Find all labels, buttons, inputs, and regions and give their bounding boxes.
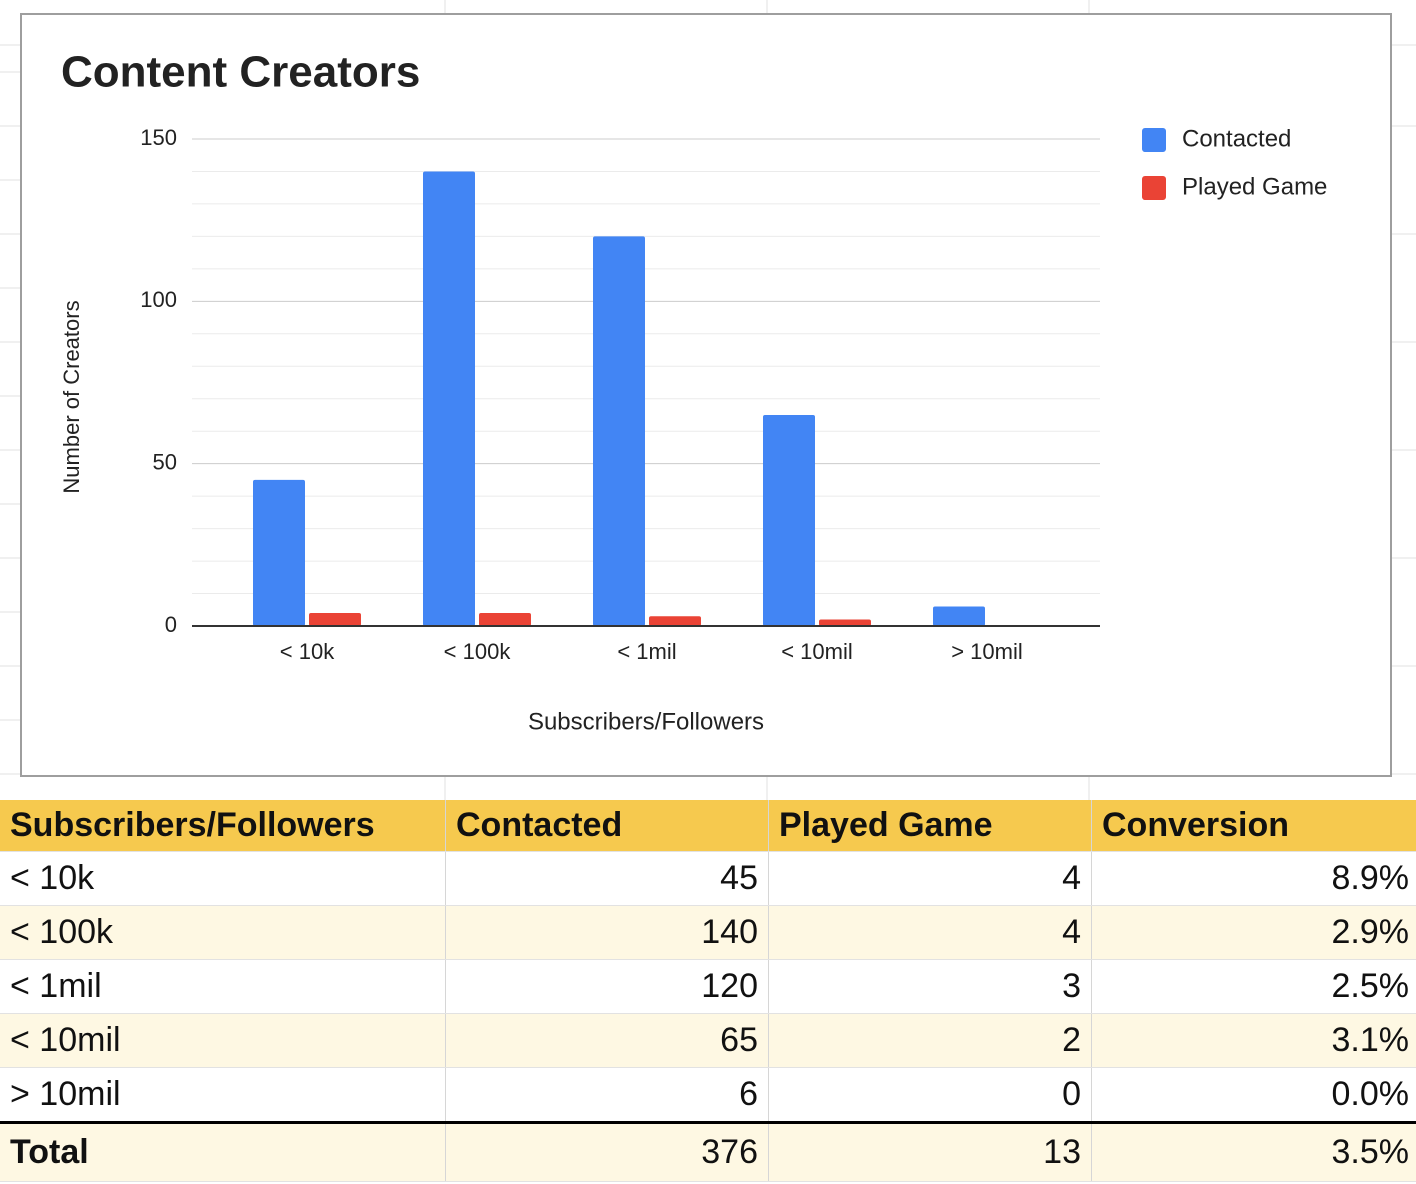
table-row: < 1mil 120 3 2.5% (0, 959, 1416, 1014)
table-cell: > 10mil (0, 1067, 446, 1123)
bar (479, 613, 531, 626)
legend-swatch (1142, 128, 1166, 152)
table-cell: 65 (445, 1013, 769, 1068)
table-cell: 376 (445, 1121, 769, 1182)
bar (649, 616, 701, 626)
table-cell: 3.1% (1091, 1013, 1416, 1068)
table-cell: 4 (768, 905, 1092, 960)
x-tick-label: < 1mil (617, 639, 676, 664)
table-cell: 2.9% (1091, 905, 1416, 960)
bar (593, 236, 645, 626)
legend-swatch (1142, 176, 1166, 200)
table-row: < 10mil 65 2 3.1% (0, 1013, 1416, 1068)
table-cell: 45 (445, 851, 769, 906)
table-cell: 6 (445, 1067, 769, 1123)
table-row: Total 376 13 3.5% (0, 1121, 1416, 1182)
table-cell: 2.5% (1091, 959, 1416, 1014)
table-cell: Total (0, 1121, 446, 1182)
x-tick-label: > 10mil (951, 639, 1023, 664)
table-cell: 13 (768, 1121, 1092, 1182)
table-cell: < 100k (0, 905, 446, 960)
x-axis-title: Subscribers/Followers (528, 708, 764, 735)
table-cell: 8.9% (1091, 851, 1416, 906)
y-axis-title: Number of Creators (59, 300, 84, 493)
bar (423, 171, 475, 626)
y-tick-label: 50 (153, 449, 177, 474)
table-cell: 0.0% (1091, 1067, 1416, 1123)
table-row: < 100k 140 4 2.9% (0, 905, 1416, 960)
table-cell: < 10mil (0, 1013, 446, 1068)
bar (933, 606, 985, 626)
table-cell: Contacted (445, 800, 769, 852)
bar (309, 613, 361, 626)
legend-label: Contacted (1182, 125, 1291, 152)
table-cell: Played Game (768, 800, 1092, 852)
y-tick-label: 150 (140, 125, 177, 150)
chart-title: Content Creators (61, 48, 420, 97)
table-cell: 140 (445, 905, 769, 960)
table-cell: 3.5% (1091, 1121, 1416, 1182)
table-cell: < 1mil (0, 959, 446, 1014)
table-cell: 4 (768, 851, 1092, 906)
table-row: < 10k 45 4 8.9% (0, 851, 1416, 906)
x-tick-label: < 10k (280, 639, 335, 664)
x-tick-label: < 100k (444, 639, 512, 664)
table-row: > 10mil 6 0 0.0% (0, 1067, 1416, 1123)
legend-label: Played Game (1182, 173, 1327, 200)
table-cell: < 10k (0, 851, 446, 906)
x-tick-label: < 10mil (781, 639, 853, 664)
data-table: Subscribers/Followers Contacted Played Gam… (0, 800, 1416, 1182)
bar (819, 619, 871, 626)
table-cell: Subscribers/Followers (0, 800, 446, 852)
table-row: Subscribers/Followers Contacted Played Gam… (0, 800, 1416, 852)
table-cell: 3 (768, 959, 1092, 1014)
table-cell: 2 (768, 1013, 1092, 1068)
y-tick-label: 0 (165, 612, 177, 637)
y-tick-label: 100 (140, 287, 177, 312)
bar (253, 479, 305, 626)
table-cell: Conversion (1091, 800, 1416, 852)
chart: Content Creators Number of Creators Subs… (20, 13, 1392, 777)
bar (763, 414, 815, 626)
table-cell: 120 (445, 959, 769, 1014)
table-cell: 0 (768, 1067, 1092, 1123)
